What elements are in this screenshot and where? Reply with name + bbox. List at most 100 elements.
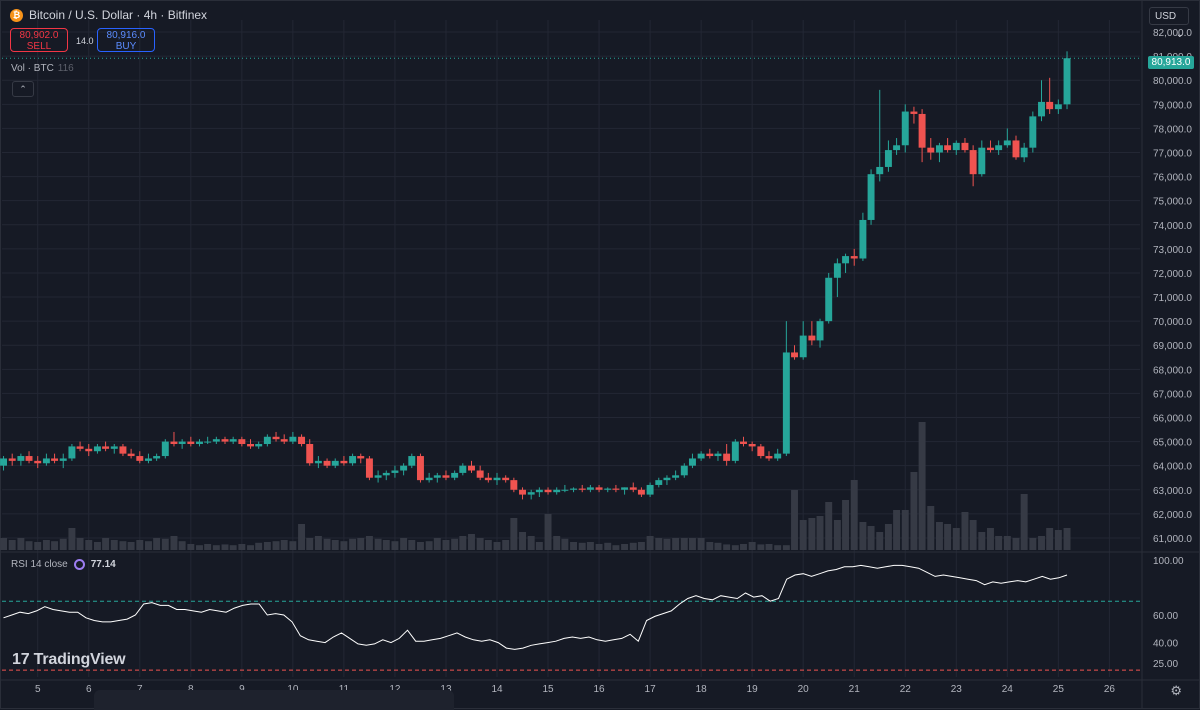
symbol-legend[interactable]: ₿ Bitcoin / U.S. Dollar · 4h · Bitfinex: [10, 8, 207, 22]
date-tick-label: 20: [798, 684, 810, 695]
candle-body: [995, 145, 1003, 151]
price-tick-label: 68,000.0: [1153, 365, 1192, 376]
candle-body: [119, 446, 127, 454]
candle-body: [34, 460, 42, 464]
volume-bar: [688, 538, 696, 550]
candle-body: [782, 352, 790, 454]
date-tick-label: 7: [137, 684, 143, 695]
candle-body: [969, 150, 977, 175]
volume-bar: [247, 545, 254, 550]
volume-bar: [17, 538, 25, 550]
candle-body: [196, 441, 203, 444]
volume-bar: [782, 545, 790, 550]
candle-body: [978, 147, 986, 175]
candle-body: [535, 489, 543, 493]
candle-body: [1046, 101, 1054, 110]
volume-bar: [416, 542, 424, 550]
drawing-toolbar[interactable]: [94, 690, 454, 710]
candle-body: [280, 439, 288, 442]
date-tick-label: 10: [287, 684, 299, 695]
volume-bar: [374, 538, 382, 550]
candle-body: [731, 441, 739, 461]
price-tick-label: 74,000.0: [1153, 221, 1192, 232]
date-tick-label: 13: [440, 684, 452, 695]
candle-body: [433, 475, 441, 478]
date-tick-label: 18: [696, 684, 708, 695]
candle-body: [842, 256, 850, 264]
candle-body: [850, 256, 858, 259]
volume-bar: [51, 541, 59, 550]
candle-body: [144, 458, 152, 461]
date-tick-label: 6: [86, 684, 92, 695]
candle-body: [51, 458, 59, 461]
volume-bar: [331, 540, 339, 550]
candle-body: [1029, 116, 1037, 148]
currency-select[interactable]: USD ⌄: [1149, 7, 1189, 40]
price-tick-label: 70,000.0: [1153, 317, 1192, 328]
candle-body: [110, 446, 118, 449]
volume-bar: [442, 540, 450, 550]
rsi-legend-value: 77.14: [90, 559, 116, 570]
date-tick-label: 14: [491, 684, 503, 695]
candle-body: [586, 487, 594, 490]
volume-bar: [995, 536, 1003, 550]
volume-bar: [1046, 528, 1054, 550]
candle-body: [867, 174, 875, 220]
candle-body: [187, 441, 195, 444]
candle-body: [987, 147, 994, 151]
volume-bar: [757, 544, 765, 550]
volume-bar: [629, 542, 637, 550]
volume-bar: [93, 542, 101, 550]
candle-body: [935, 145, 943, 153]
branding-text: TradingView: [33, 651, 126, 668]
buy-button[interactable]: 80,916.0 BUY: [97, 28, 155, 52]
sell-button[interactable]: 80,902.0 SELL: [10, 28, 68, 52]
volume-bar: [876, 532, 884, 550]
candle-body: [17, 456, 25, 461]
price-tick-label: 79,000.0: [1153, 100, 1192, 111]
buy-label: BUY: [115, 41, 137, 52]
price-tick-label: 73,000.0: [1153, 245, 1192, 256]
buy-price: 80,916.0: [106, 30, 146, 41]
candle-body: [680, 465, 688, 476]
volume-bar: [825, 502, 833, 550]
candle-body: [476, 470, 484, 478]
tradingview-logo: 17 TradingView: [12, 651, 126, 669]
volume-bar: [263, 542, 271, 550]
candlesticks: [0, 51, 1140, 500]
volume-bar: [910, 472, 918, 550]
collapse-legend-button[interactable]: ⌃: [12, 81, 34, 97]
price-tick-label: 62,000.0: [1153, 510, 1192, 521]
candle-body: [884, 150, 892, 167]
candle-body: [637, 489, 645, 495]
rsi-settings-icon[interactable]: [73, 559, 85, 570]
volume-legend[interactable]: Vol · BTC 116: [11, 63, 74, 74]
volume-bar: [68, 528, 76, 550]
volume-bar: [723, 544, 731, 550]
candle-body: [561, 489, 569, 491]
date-tick-label: 21: [849, 684, 861, 695]
candle-body: [1003, 140, 1011, 146]
volume-bar: [238, 544, 246, 550]
volume-bar: [595, 544, 603, 550]
price-tick-label: 66,000.0: [1153, 414, 1192, 425]
volume-bar: [774, 545, 782, 550]
volume-bar: [425, 541, 433, 550]
volume-bar: [196, 545, 203, 550]
candle-body: [85, 448, 93, 452]
sell-price: 80,902.0: [19, 30, 59, 41]
rsi-legend[interactable]: RSI 14 close 77.14: [11, 559, 116, 570]
candle-body: [714, 453, 722, 457]
candle-body: [484, 477, 492, 481]
volume-bar: [212, 545, 220, 550]
volume-bar: [553, 536, 561, 550]
price-tick-label: 65,000.0: [1153, 438, 1192, 449]
candle-body: [612, 488, 620, 490]
volume-bar: [740, 544, 747, 550]
price-tick-label: 75,000.0: [1153, 197, 1192, 208]
settings-icon[interactable]: ⚙: [1170, 683, 1182, 698]
volume-bar: [893, 510, 901, 550]
price-tick-label: 71,000.0: [1153, 293, 1192, 304]
volume-bar: [944, 524, 952, 550]
